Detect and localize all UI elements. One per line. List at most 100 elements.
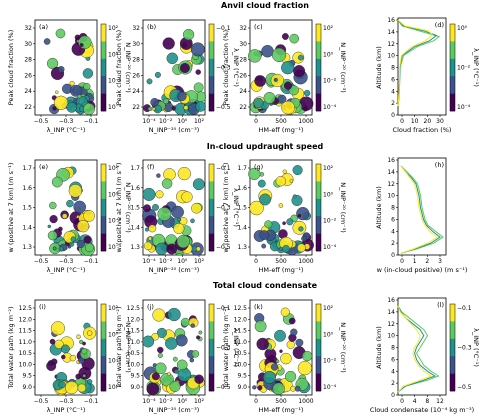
y-tick-label: 6 xyxy=(391,216,395,223)
scatter-point xyxy=(271,363,279,371)
y-tick-label: 14 xyxy=(387,309,395,316)
scatter-point xyxy=(190,218,195,224)
y-tick-label: 8 xyxy=(391,205,395,212)
colorbar-tick-label: −0.1 xyxy=(216,25,231,32)
profile-line xyxy=(400,165,441,254)
scatter-point xyxy=(192,178,205,191)
colorbar-segment xyxy=(450,338,455,357)
scatter-point xyxy=(152,308,166,322)
y-tick-label: 9.0 xyxy=(237,384,247,391)
scatter-point xyxy=(179,63,190,74)
colorbar-tick-label: 10⁰ xyxy=(108,51,119,58)
scatter-point xyxy=(191,202,202,214)
y-tick-label: 10.0 xyxy=(127,361,141,368)
y-tick-label: 6 xyxy=(391,76,395,83)
scatter-point xyxy=(198,330,203,335)
scatter-panel xyxy=(33,299,107,397)
scatter-point xyxy=(261,243,267,249)
scatter-point xyxy=(302,105,309,112)
scatter-point xyxy=(180,317,190,327)
colorbar-frame xyxy=(100,23,107,112)
colorbar-segment xyxy=(209,373,214,392)
scatter-point xyxy=(281,100,295,115)
scatter-point xyxy=(57,66,65,73)
colorbar-segment xyxy=(209,321,214,340)
scatter-panel xyxy=(248,159,322,257)
scatter-point xyxy=(298,226,304,232)
x-tick-label: 0 xyxy=(254,398,258,405)
colorbar-tick-label: 10⁻⁴ xyxy=(457,104,471,111)
scatter-point xyxy=(154,71,161,78)
scatter-point xyxy=(176,359,188,371)
scatter-point xyxy=(254,320,267,333)
y-tick-label: 14 xyxy=(387,169,395,176)
colorbar-label: N_INP⁻²⁰ (cm⁻³) xyxy=(124,322,132,373)
scatter-point xyxy=(193,82,204,93)
x-tick-label: −0.1 xyxy=(84,398,99,405)
x-tick-label: −0.3 xyxy=(59,118,74,125)
y-axis-label: w (positive at 7 km) (m s⁻¹) xyxy=(7,163,15,253)
colorbar-segment xyxy=(316,233,321,252)
colorbar-segment xyxy=(209,24,214,42)
y-tick-label: 22 xyxy=(24,104,32,111)
scatter-point xyxy=(66,199,74,208)
scatter-panel xyxy=(33,159,107,257)
scatter-point xyxy=(191,350,200,358)
scatter-point xyxy=(157,346,164,354)
colorbar-tick-label: 10⁰ xyxy=(108,331,119,338)
y-tick-label: 10 xyxy=(387,53,395,60)
colorbar-tick-label: 10⁻⁴ xyxy=(108,244,122,251)
x-tick-label: 10 xyxy=(411,118,419,125)
profile-line xyxy=(397,19,434,107)
colorbar-segment xyxy=(101,93,106,112)
scatter-point xyxy=(82,373,87,378)
scatter-point xyxy=(296,207,310,221)
y-tick-label: 9.5 xyxy=(130,373,140,380)
y-tick-label: 30 xyxy=(132,41,140,48)
y-tick-label: 1.6 xyxy=(130,185,140,192)
colorbar-segment xyxy=(101,41,106,60)
scatter-point xyxy=(157,207,172,222)
scatter-point xyxy=(58,246,64,252)
y-tick-label: 10.0 xyxy=(19,361,33,368)
scatter-panel xyxy=(248,19,322,117)
scatter-point xyxy=(58,226,63,232)
row-title: Anvil cloud fraction xyxy=(221,1,309,10)
scatter-point xyxy=(58,381,66,389)
x-tick-label: 10⁻² xyxy=(159,398,173,405)
y-tick-label: 26 xyxy=(239,72,247,79)
colorbar-segment xyxy=(450,93,455,112)
colorbar-segment xyxy=(316,198,321,217)
colorbar-tick-label: −0.1 xyxy=(216,305,231,312)
scatter-point xyxy=(278,203,284,208)
y-tick-label: 30 xyxy=(24,41,32,48)
y-tick-label: 10 xyxy=(387,333,395,340)
profile-line xyxy=(397,305,440,393)
colorbar-tick-label: 10⁻² xyxy=(108,78,122,85)
scatter-point xyxy=(154,362,167,375)
scatter-point xyxy=(47,224,51,229)
colorbar-segment xyxy=(101,356,106,374)
x-tick-label: 10⁻⁴ xyxy=(142,398,156,405)
y-tick-label: 26 xyxy=(132,72,140,79)
y-tick-label: 1.7 xyxy=(237,165,247,172)
scatter-point xyxy=(155,242,168,256)
scatter-point xyxy=(81,348,88,355)
colorbar-segment xyxy=(316,338,321,357)
colorbar-label: N_INP⁻²⁰ (cm⁻³) xyxy=(339,42,347,93)
colorbar-segment xyxy=(316,356,321,374)
y-axis-label: w (positive at 7 km) (m s⁻¹) xyxy=(222,163,230,253)
colorbar-tick-label: 10² xyxy=(108,305,119,312)
scatter-point xyxy=(143,241,153,251)
scatter-panel xyxy=(33,19,107,117)
y-tick-label: 22 xyxy=(132,104,140,111)
scatter-point xyxy=(76,334,81,339)
y-tick-label: 1.4 xyxy=(22,224,32,231)
colorbar-segment xyxy=(316,93,321,112)
x-tick-label: −0.1 xyxy=(84,258,99,265)
colorbar-label: λ_INP (°C⁻¹) xyxy=(232,188,240,227)
x-tick-label: 1 xyxy=(413,258,417,265)
colorbar-label: λ_INP (°C⁻¹) xyxy=(232,328,240,367)
scatter-point xyxy=(150,98,159,107)
